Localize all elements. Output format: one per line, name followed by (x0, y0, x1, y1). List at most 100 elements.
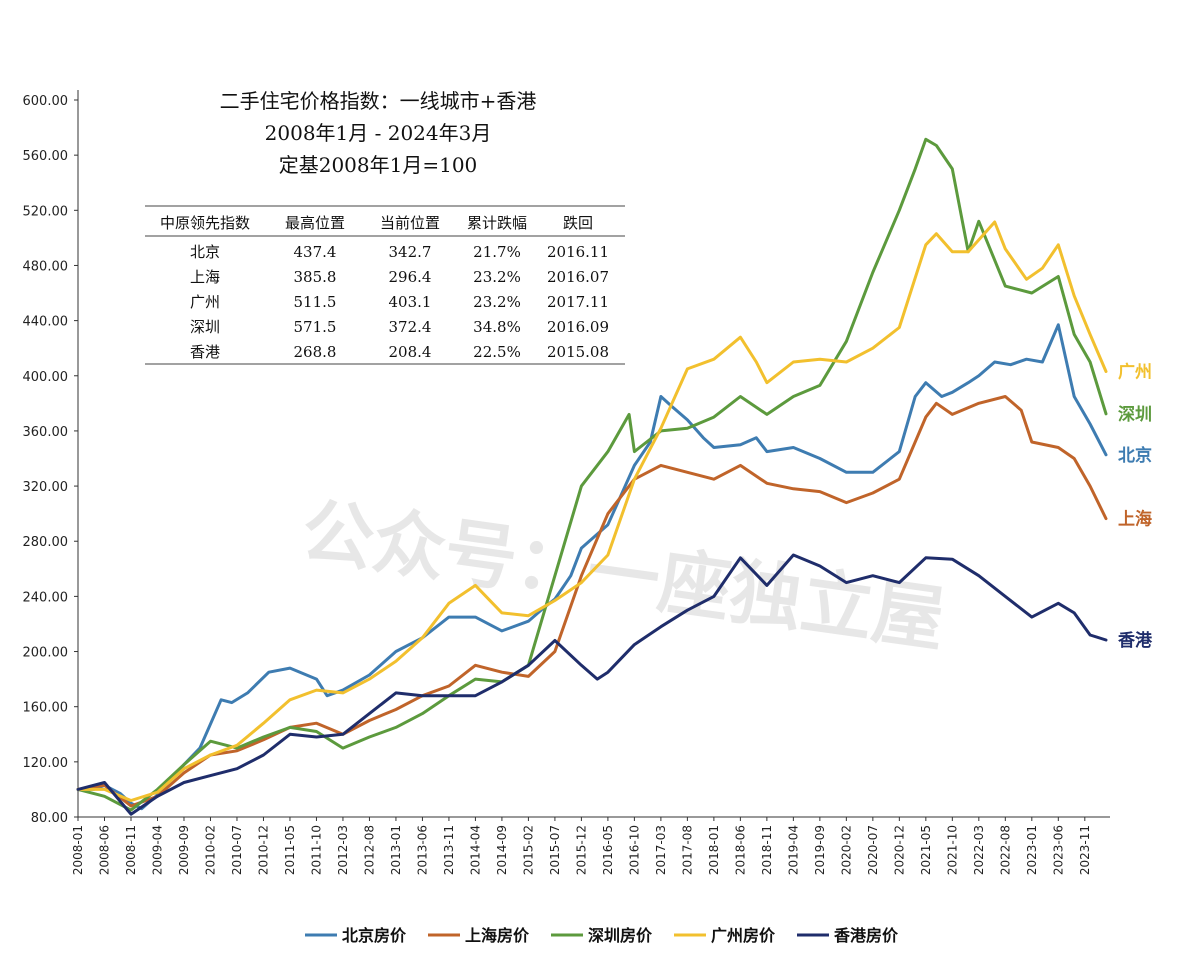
y-tick-label: 560.00 (23, 149, 69, 164)
x-tick-label: 2008-06 (97, 825, 111, 875)
table-cell: 23.2% (473, 268, 521, 286)
table-header-cell: 最高位置 (285, 214, 345, 232)
table-header-cell: 当前位置 (380, 214, 440, 232)
table-header-cell: 跌回 (563, 214, 593, 232)
x-tick-label: 2011-05 (283, 825, 297, 875)
table-cell: 北京 (190, 243, 220, 261)
x-tick-label: 2009-04 (150, 825, 164, 875)
axes: 80.00 120.00 160.00 200.00 240.00 280.00 320.0… (23, 90, 1110, 875)
series-end-label: 上海 (1118, 509, 1152, 530)
title-line: 二手住宅价格指数：一线城市+香港 (220, 89, 537, 113)
table-cell: 268.8 (294, 343, 337, 361)
y-tick-label: 400.00 (23, 370, 69, 385)
table-cell: 208.4 (389, 343, 432, 361)
x-tick-label: 2022-03 (972, 825, 986, 875)
table-cell: 342.7 (389, 243, 432, 261)
x-tick-label: 2019-04 (786, 825, 800, 875)
x-tick-label: 2017-03 (654, 825, 668, 875)
x-tick-label: 2020-07 (866, 825, 880, 875)
x-tick-label: 2010-12 (256, 825, 270, 875)
table-cell: 296.4 (389, 268, 432, 286)
x-tick-label: 2013-06 (415, 825, 429, 875)
series-end-label: 北京 (1118, 445, 1152, 466)
y-tick-label: 240.00 (23, 590, 69, 605)
title-line: 定基2008年1月=100 (279, 153, 478, 177)
x-tick-label: 2019-09 (813, 825, 827, 875)
table-cell: 403.1 (389, 293, 432, 311)
table-header-cell: 累计跌幅 (467, 214, 527, 232)
x-tick-label: 2018-11 (760, 825, 774, 875)
series-end-label: 深圳 (1118, 404, 1152, 425)
table-cell: 深圳 (190, 318, 220, 336)
x-tick-label: 2008-01 (71, 825, 85, 875)
x-tick-label: 2022-08 (998, 825, 1012, 875)
x-tick-label: 2014-09 (495, 825, 509, 875)
table-cell: 广州 (190, 293, 220, 311)
y-tick-label: 80.00 (31, 811, 68, 826)
x-tick-label: 2010-07 (230, 825, 244, 875)
x-tick-label: 2017-08 (680, 825, 694, 875)
series-end-label: 广州 (1118, 361, 1152, 382)
legend: 北京房价 上海房价 深圳房价 广州房价 香港房价 (305, 926, 899, 945)
y-tick-label: 520.00 (23, 204, 69, 219)
y-tick-label: 440.00 (23, 315, 69, 330)
x-tick-label: 2023-01 (1025, 825, 1039, 875)
y-tick-label: 280.00 (23, 535, 69, 550)
legend-label: 香港房价 (833, 926, 899, 945)
x-tick-label: 2015-02 (521, 825, 535, 875)
chart-title: 二手住宅价格指数：一线城市+香港 2008年1月 - 2024年3月定基2008年… (220, 89, 537, 177)
table-cell: 2015.08 (547, 343, 609, 361)
table-cell: 2016.07 (547, 268, 609, 286)
y-tick-label: 200.00 (23, 646, 69, 661)
x-tick-label: 2020-12 (892, 825, 906, 875)
x-tick-label: 2023-11 (1078, 825, 1092, 875)
legend-label: 深圳房价 (588, 926, 653, 945)
table-cell: 22.5% (473, 343, 521, 361)
table-cell: 21.7% (473, 243, 521, 261)
legend-label: 北京房价 (342, 926, 407, 945)
x-tick-label: 2023-06 (1051, 825, 1065, 875)
table-cell: 2017.11 (547, 293, 609, 311)
x-tick-label: 2016-10 (627, 825, 641, 875)
x-tick-label: 2013-11 (442, 825, 456, 875)
table-cell: 2016.09 (547, 318, 609, 336)
table-header-cell: 中原领先指数 (160, 214, 250, 232)
table-cell: 372.4 (389, 318, 432, 336)
x-tick-label: 2016-05 (601, 825, 615, 875)
table-cell: 香港 (190, 343, 220, 361)
x-tick-label: 2014-04 (468, 825, 482, 875)
series-end-label: 香港 (1118, 630, 1153, 651)
x-tick-label: 2009-09 (177, 825, 191, 875)
series-line (76, 220, 1108, 802)
y-tick-label: 600.00 (23, 94, 69, 109)
title-line: 2008年1月 - 2024年3月 (265, 121, 492, 145)
series-line (76, 137, 1108, 812)
x-tick-label: 2015-07 (548, 825, 562, 875)
x-tick-label: 2020-02 (839, 825, 853, 875)
y-tick-label: 160.00 (23, 701, 69, 716)
table-cell: 34.8% (473, 318, 521, 336)
y-tick-label: 320.00 (23, 480, 69, 495)
table-cell: 上海 (190, 268, 220, 286)
legend-label: 上海房价 (465, 926, 530, 945)
y-tick-label: 120.00 (23, 756, 69, 771)
x-tick-label: 2012-03 (336, 825, 350, 875)
table-cell: 385.8 (294, 268, 337, 286)
x-tick-label: 2018-01 (707, 825, 721, 875)
table-cell: 511.5 (294, 293, 337, 311)
x-tick-label: 2008-11 (124, 825, 138, 875)
legend-label: 广州房价 (711, 926, 776, 945)
table-cell: 571.5 (294, 318, 337, 336)
x-tick-label: 2010-02 (203, 825, 217, 875)
x-tick-label: 2012-08 (362, 825, 376, 875)
x-tick-label: 2018-06 (733, 825, 747, 875)
y-tick-label: 480.00 (23, 259, 69, 274)
series-lines (76, 137, 1108, 816)
y-tick-label: 360.00 (23, 425, 69, 440)
x-tick-label: 2015-12 (574, 825, 588, 875)
table-cell: 437.4 (294, 243, 337, 261)
x-tick-label: 2013-01 (389, 825, 403, 875)
